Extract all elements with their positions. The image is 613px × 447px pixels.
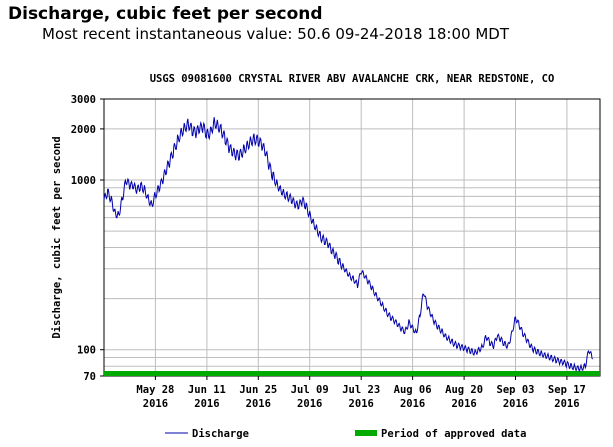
legend-label-discharge: Discharge (192, 428, 249, 440)
legend-label-approved: Period of approved data (381, 428, 526, 440)
x-tick-year-label: 2016 (554, 398, 579, 410)
x-tick-label: Sep 17 (548, 384, 586, 396)
discharge-series-line (103, 117, 594, 372)
x-tick-label: Jul 09 (291, 384, 329, 396)
y-axis-ticks: 70 100 1000 2000 3000 (71, 94, 104, 383)
x-tick-label: Jul 23 (342, 384, 380, 396)
legend: Discharge Period of approved data (165, 428, 526, 440)
x-tick-year-label: 2016 (349, 398, 374, 410)
x-tick-year-label: 2016 (194, 398, 219, 410)
approved-period-bar (104, 371, 600, 376)
x-axis-ticks: May 28 2016 Jun 11 2016 Jun 25 2016 Jul 09 2016… (136, 376, 586, 410)
x-tick-year-label: 2016 (246, 398, 271, 410)
x-tick-label: Aug 06 (394, 384, 432, 396)
y-tick-label: 100 (77, 345, 96, 357)
x-tick-label: Sep 03 (497, 384, 535, 396)
x-tick-year-label: 2016 (143, 398, 168, 410)
chart-grid (104, 99, 600, 376)
chart-title: USGS 09081600 CRYSTAL RIVER ABV AVALANCH… (149, 73, 555, 85)
x-tick-year-label: 2016 (503, 398, 528, 410)
y-axis-label: Discharge, cubic feet per second (51, 136, 63, 338)
latest-value-text: Most recent instantaneous value: 50.6 09… (42, 25, 509, 43)
x-tick-label: May 28 (136, 384, 174, 396)
x-tick-label: Jun 25 (239, 384, 277, 396)
x-tick-year-label: 2016 (451, 398, 476, 410)
legend-swatch-approved (355, 430, 377, 436)
x-tick-year-label: 2016 (297, 398, 322, 410)
y-tick-label: 1000 (71, 175, 96, 187)
y-tick-label: 70 (83, 371, 96, 383)
x-tick-label: Jun 11 (188, 384, 226, 396)
x-tick-label: Aug 20 (445, 384, 483, 396)
y-tick-label: 2000 (71, 124, 96, 136)
page-title: Discharge, cubic feet per second (8, 4, 323, 24)
x-tick-year-label: 2016 (400, 398, 425, 410)
y-tick-label: 3000 (71, 94, 96, 106)
